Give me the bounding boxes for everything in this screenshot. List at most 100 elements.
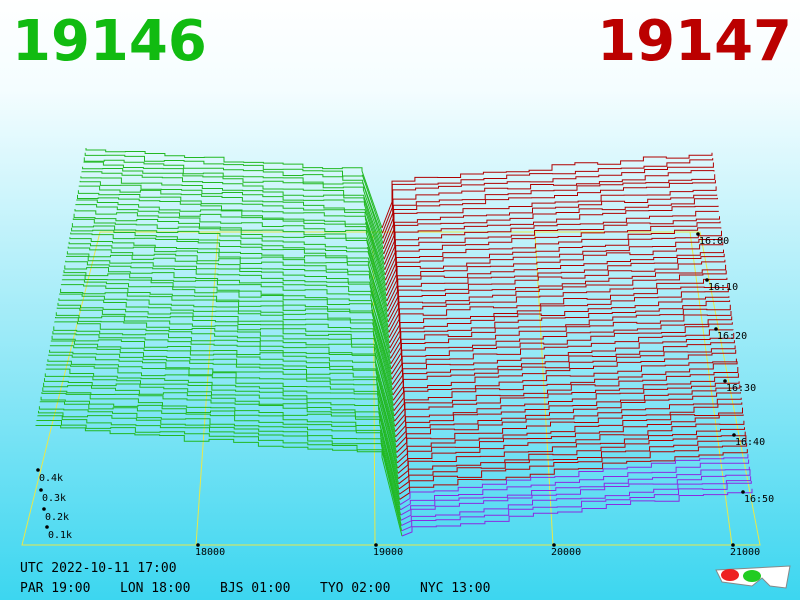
city-clock: PAR 19:00 <box>20 581 90 596</box>
depth-label: 0.1k <box>48 530 72 541</box>
bid-curve <box>35 425 403 537</box>
axis-dot <box>39 488 43 492</box>
ask-curve <box>401 480 752 532</box>
ask-price: 19147 <box>597 9 792 74</box>
bid-curve <box>62 274 392 370</box>
axis-dot <box>45 525 49 529</box>
bid-curve <box>61 279 392 375</box>
price-label: 18000 <box>195 547 225 558</box>
city-clock: TYO 02:00 <box>320 581 390 596</box>
ask-curve <box>391 316 733 380</box>
bid-curve <box>73 213 388 302</box>
bid-curve <box>67 246 390 338</box>
bid-curve <box>38 406 402 516</box>
bid-curve <box>44 373 399 479</box>
bid-curve <box>76 199 387 286</box>
ask-curve <box>387 253 725 323</box>
ask-curve <box>397 420 745 474</box>
bid-curve <box>50 340 397 443</box>
ask-curve <box>398 431 746 485</box>
ask-curve <box>400 469 751 521</box>
ask-curve <box>391 311 732 375</box>
price-label: 20000 <box>551 547 581 558</box>
ask-curve <box>393 358 737 417</box>
ask-curve <box>388 264 727 333</box>
ask-curve <box>396 397 742 453</box>
ask-curve <box>385 221 721 291</box>
bid-curve <box>80 176 385 260</box>
ask-curve <box>394 367 739 427</box>
axis-dot <box>731 543 735 547</box>
time-label: 16:20 <box>717 331 747 342</box>
bid-curve <box>79 180 385 265</box>
ask-curve <box>390 300 731 364</box>
bid-curve <box>84 152 383 234</box>
ask-curve <box>396 407 743 464</box>
bid-curve <box>40 396 401 505</box>
ask-curve <box>400 466 750 516</box>
bid-curve <box>82 166 384 250</box>
price-label: 19000 <box>373 547 403 558</box>
bid-curve <box>52 331 396 432</box>
axis-dot <box>42 507 46 511</box>
bid-curve <box>66 255 391 349</box>
ask-curve <box>397 427 745 479</box>
bid-curve <box>43 382 400 490</box>
axis-dot <box>196 543 200 547</box>
axis-dot <box>552 543 556 547</box>
axis-dot <box>732 433 736 437</box>
bid-curve <box>54 321 396 422</box>
ask-curve <box>391 322 733 385</box>
ask-curve <box>386 241 724 312</box>
ask-curve <box>386 230 722 302</box>
axis-dot <box>705 278 709 282</box>
bid-curve <box>85 148 383 229</box>
bid-curve <box>60 288 393 385</box>
time-label: 16:30 <box>726 383 756 394</box>
bid-curve <box>53 326 396 427</box>
time-label: 16:10 <box>708 282 738 293</box>
ask-curve <box>396 402 743 459</box>
ask-curve <box>401 476 752 527</box>
bid-curve <box>77 190 386 276</box>
bid-curve <box>58 298 394 396</box>
bid-curve <box>56 307 395 406</box>
depth-label: 0.3k <box>42 493 66 504</box>
ask-curve <box>398 435 747 490</box>
ask-curve <box>392 332 735 396</box>
ask-curve <box>389 287 729 354</box>
ask-curve <box>401 488 753 537</box>
ask-curve <box>384 197 718 270</box>
ask-curve <box>386 237 723 307</box>
bid-curve <box>63 270 392 364</box>
axis-dot <box>714 327 718 331</box>
ask-curve <box>395 392 741 448</box>
axis-dot <box>723 379 727 383</box>
ask-curve <box>384 205 719 276</box>
bid-curve <box>48 354 398 458</box>
bid-curve <box>71 223 388 312</box>
bid-curve <box>59 293 393 390</box>
axis-dot <box>696 232 700 236</box>
time-label: 16:40 <box>735 437 765 448</box>
bid-curve <box>49 349 398 453</box>
time-label: 16:00 <box>699 236 729 247</box>
ask-curve <box>399 443 748 495</box>
ask-curve <box>382 170 715 244</box>
depth-label: 0.2k <box>45 512 69 523</box>
ask-curve <box>383 186 717 260</box>
bid-curve <box>71 227 389 317</box>
axis-dot <box>741 490 745 494</box>
ask-curve <box>385 216 720 286</box>
ask-curve <box>385 227 722 297</box>
utc-time: UTC 2022-10-11 17:00 <box>20 561 177 576</box>
bid-curve <box>44 378 400 484</box>
bid-curve <box>65 260 391 354</box>
bid-curve <box>42 387 400 495</box>
ask-curve <box>392 329 734 391</box>
ask-curve <box>389 284 729 349</box>
ask-curve <box>397 414 744 469</box>
bid-curve <box>81 171 385 255</box>
